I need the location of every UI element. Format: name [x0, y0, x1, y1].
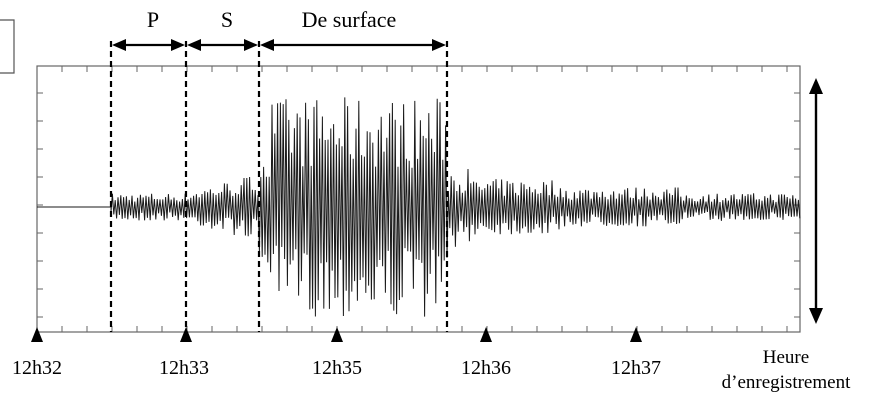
frame-ticks [36, 66, 800, 332]
time-label-12h32: 12h32 [12, 357, 62, 379]
time-label-12h37: 12h37 [611, 357, 661, 379]
time-marker-12h33 [180, 327, 192, 342]
plot-frame [36, 65, 801, 333]
phase-interval-arrows [112, 39, 446, 51]
time-label-12h36: 12h36 [461, 357, 511, 379]
time-marker-12h35 [331, 327, 343, 342]
s-interval-arrow [187, 39, 258, 51]
time-label-12h35: 12h35 [312, 357, 362, 379]
time-label-12h33: 12h33 [159, 357, 209, 379]
surface-interval-arrow [260, 39, 446, 51]
axis-label-line1: Heure [763, 347, 809, 368]
p-interval-arrow [112, 39, 185, 51]
amplitude-arrow [809, 78, 823, 324]
time-marker-12h37 [630, 327, 642, 342]
cropped-box-edge [0, 19, 15, 74]
phase-boundaries [109, 41, 449, 332]
time-markers [31, 327, 642, 342]
axis-label-line2: d’enregistrement [722, 372, 851, 393]
s-wave-label: S [221, 7, 233, 32]
time-marker-12h36 [480, 327, 492, 342]
p-wave-label: P [147, 7, 159, 32]
seismogram-trace [37, 97, 801, 317]
surface-wave-label: De surface [302, 7, 397, 32]
time-marker-12h32 [31, 327, 43, 342]
